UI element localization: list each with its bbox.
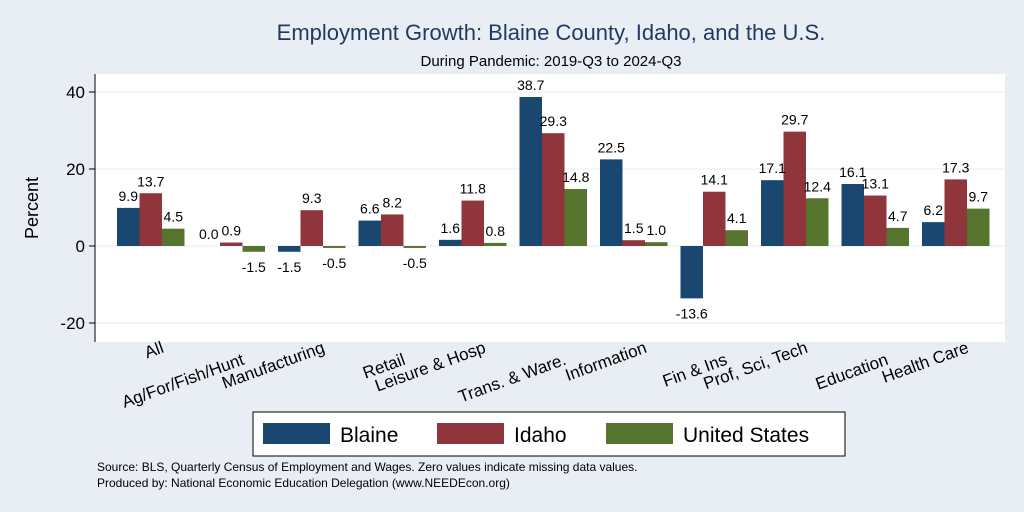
bar-idaho (381, 214, 404, 246)
bar-united-states (403, 246, 426, 248)
produced-by-note: Produced by: National Economic Education… (97, 476, 510, 490)
data-label: 14.1 (701, 172, 728, 188)
legend-swatch (437, 423, 504, 444)
data-label: -1.5 (242, 259, 266, 275)
bar-idaho (139, 193, 162, 246)
chart-subtitle: During Pandemic: 2019-Q3 to 2024-Q3 (421, 53, 682, 70)
data-label: 1.6 (441, 220, 461, 236)
data-label: 6.2 (924, 202, 944, 218)
bar-idaho (703, 191, 726, 246)
y-tick-label: 0 (76, 237, 85, 256)
bar-idaho (300, 210, 323, 246)
bar-idaho (542, 133, 565, 246)
bar-blaine (922, 222, 945, 246)
legend-box (252, 411, 846, 457)
bar-blaine (680, 246, 703, 299)
data-label: 1.5 (624, 220, 644, 236)
bar-blaine (117, 207, 140, 246)
legend-swatch (606, 423, 673, 444)
data-label: 4.7 (888, 208, 908, 224)
bar-united-states (645, 242, 668, 246)
data-label: 8.2 (383, 194, 403, 210)
bar-united-states (967, 208, 990, 246)
legend-label: United States (683, 424, 809, 447)
y-tick-label: -20 (60, 314, 85, 333)
bar-idaho (220, 242, 243, 246)
data-label: -1.5 (277, 259, 301, 275)
data-label: 4.1 (727, 210, 747, 226)
y-tick-label: 20 (66, 160, 85, 179)
bar-united-states (323, 246, 346, 248)
data-label: 9.7 (969, 189, 989, 205)
chart-title: Employment Growth: Blaine County, Idaho,… (277, 20, 826, 45)
data-label: 16.1 (839, 164, 866, 180)
data-label: 22.5 (598, 139, 625, 155)
data-label: 38.7 (517, 77, 544, 93)
legend-label: Blaine (340, 424, 398, 447)
bar-united-states (162, 228, 185, 246)
data-label: 0.8 (486, 223, 506, 239)
x-tick-label: Health Care (879, 338, 971, 387)
data-label: 29.3 (540, 113, 567, 129)
bar-united-states (564, 189, 587, 246)
data-label: -0.5 (403, 255, 427, 271)
bar-blaine (358, 220, 381, 246)
bar-united-states (242, 246, 265, 252)
bar-united-states (886, 227, 909, 246)
bar-blaine (519, 97, 542, 246)
bar-idaho (864, 195, 887, 246)
bar-united-states (725, 230, 748, 246)
data-label: 11.8 (460, 181, 486, 197)
data-label: 29.7 (781, 112, 808, 128)
data-label: -13.6 (676, 305, 708, 321)
bar-idaho (944, 179, 967, 246)
data-label: -0.5 (322, 255, 346, 271)
data-label: 14.8 (562, 169, 589, 185)
data-label: 9.9 (119, 188, 139, 204)
data-label: 13.1 (862, 176, 889, 192)
x-tick-label: Education (813, 350, 891, 394)
bar-idaho (622, 240, 645, 246)
x-tick-label: Information (563, 338, 649, 385)
data-label: 0.9 (222, 223, 242, 239)
data-label: 12.4 (804, 178, 831, 194)
bar-idaho (461, 200, 484, 246)
y-tick-label: 40 (66, 83, 85, 102)
data-label: 0.0 (199, 226, 219, 242)
y-axis-title: Percent (22, 177, 42, 239)
data-label: 4.5 (164, 209, 184, 225)
bar-blaine (841, 184, 864, 246)
data-label: 17.1 (759, 160, 786, 176)
data-label: 13.7 (137, 173, 164, 189)
legend: Blaine Idaho United States (252, 411, 846, 457)
data-label: 1.0 (647, 222, 667, 238)
bar-united-states (484, 242, 507, 246)
source-note: Source: BLS, Quarterly Census of Employm… (97, 460, 637, 474)
bar-blaine (600, 159, 623, 246)
data-label: 9.3 (302, 190, 322, 206)
bar-blaine (439, 239, 462, 246)
data-label: 17.3 (942, 159, 969, 175)
data-label: 6.6 (360, 201, 380, 217)
legend-label: Idaho (514, 424, 567, 447)
bar-united-states (806, 198, 829, 246)
bar-idaho (783, 131, 806, 246)
bar-blaine (761, 180, 784, 246)
bar-blaine (278, 246, 301, 252)
legend-swatch (263, 423, 330, 444)
